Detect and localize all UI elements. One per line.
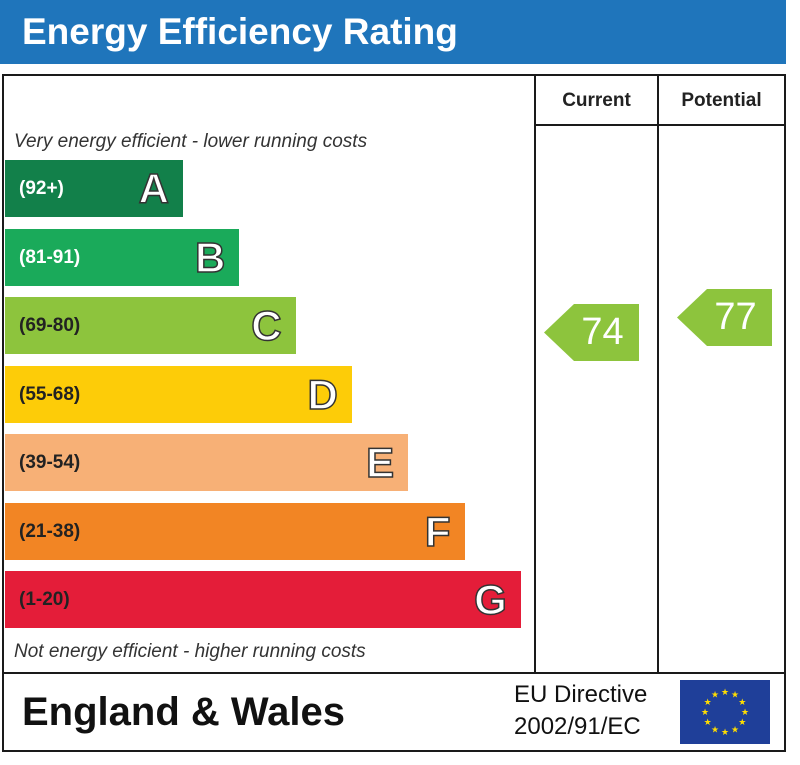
column-divider-potential xyxy=(657,74,659,674)
column-header-potential: Potential xyxy=(681,90,762,111)
band-range-g: (1-20) xyxy=(19,589,70,610)
note-very-efficient: Very energy efficient - lower running co… xyxy=(14,131,368,152)
region-label: England & Wales xyxy=(22,690,346,734)
band-a: (92+) A xyxy=(5,160,183,217)
eu-star-icon: ★ xyxy=(721,687,729,697)
eu-directive-number: 2002/91/EC xyxy=(514,713,641,740)
band-letter-c: C xyxy=(250,301,282,350)
eu-star-icon: ★ xyxy=(741,707,749,717)
column-divider-current xyxy=(534,74,536,674)
eu-star-icon: ★ xyxy=(704,717,712,727)
band-d: (55-68) D xyxy=(5,365,352,423)
band-letter-g: G xyxy=(473,575,507,624)
band-g: (1-20) G xyxy=(5,571,521,628)
potential-rating-value: 77 xyxy=(714,296,757,338)
eu-star-icon: ★ xyxy=(701,707,709,717)
eu-flag-icon: ★ ★ ★ ★ ★ ★ ★ ★ ★ ★ ★ ★ xyxy=(680,680,770,744)
potential-rating-arrow: 77 xyxy=(677,289,772,346)
band-range-e: (39-54) xyxy=(19,452,81,473)
band-f: (21-38) F xyxy=(5,502,465,560)
eu-directive-label: EU Directive xyxy=(514,681,648,708)
eu-star-icon: ★ xyxy=(711,724,719,734)
band-range-f: (21-38) xyxy=(19,520,81,542)
eu-star-icon: ★ xyxy=(738,717,746,727)
eu-star-icon: ★ xyxy=(721,727,729,737)
band-e: (39-54) E xyxy=(5,434,409,491)
rating-table xyxy=(2,74,786,752)
band-letter-e: E xyxy=(365,438,395,487)
header-row-divider xyxy=(534,124,786,126)
eu-star-icon: ★ xyxy=(704,697,712,707)
eu-star-icon: ★ xyxy=(738,697,746,707)
note-not-efficient: Not energy efficient - higher running co… xyxy=(14,641,366,662)
band-letter-f: F xyxy=(424,507,451,556)
band-range-b: (81-91) xyxy=(19,246,81,268)
footer-divider xyxy=(2,672,786,674)
page-title: Energy Efficiency Rating xyxy=(0,0,786,64)
band-b: (81-91) B xyxy=(5,228,240,286)
band-range-a: (92+) xyxy=(19,178,64,199)
eu-star-icon: ★ xyxy=(731,724,739,734)
band-range-c: (69-80) xyxy=(19,315,81,336)
band-letter-a: A xyxy=(138,164,170,213)
column-header-current: Current xyxy=(562,90,631,111)
band-letter-d: D xyxy=(307,370,339,419)
current-rating-value: 74 xyxy=(581,311,624,353)
band-range-d: (55-68) xyxy=(19,383,81,405)
band-letter-b: B xyxy=(194,233,226,282)
band-c: (69-80) C xyxy=(5,297,296,354)
eu-star-icon: ★ xyxy=(731,690,739,700)
eu-star-icon: ★ xyxy=(711,690,719,700)
